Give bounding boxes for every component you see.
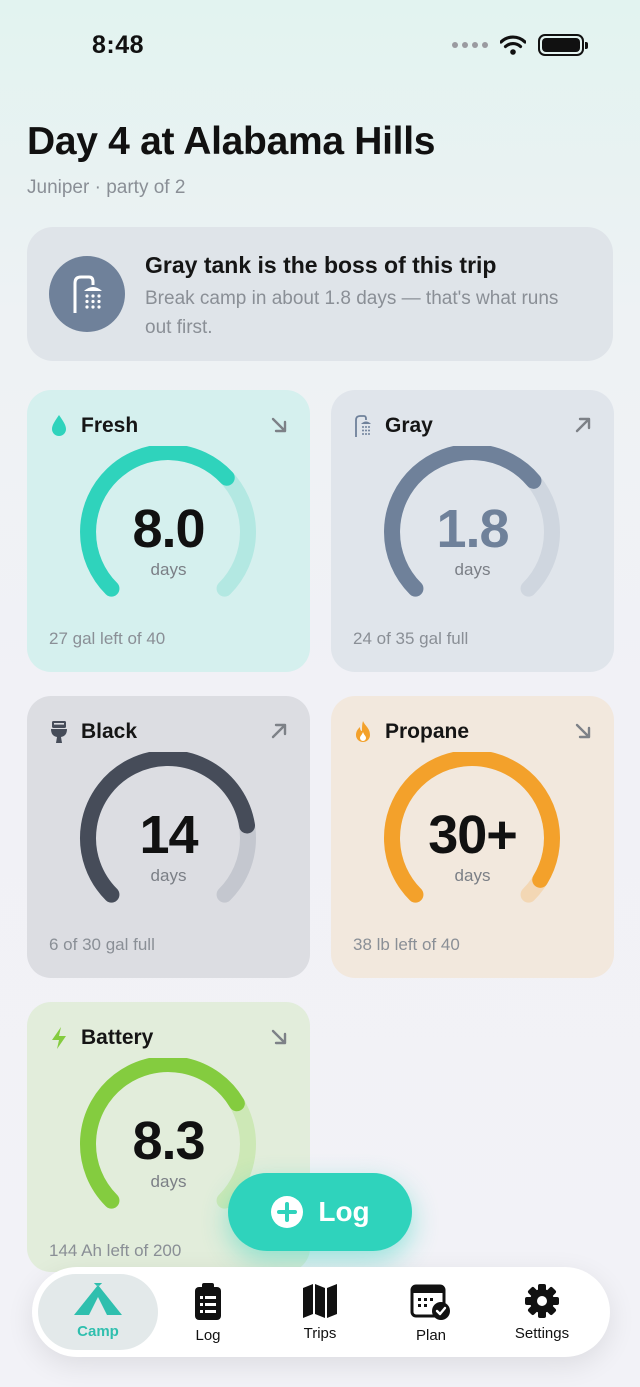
trend-up-icon	[575, 417, 591, 433]
tab-trips[interactable]: Trips	[270, 1274, 370, 1350]
map-icon	[303, 1284, 337, 1318]
clipboard-icon	[195, 1283, 221, 1320]
gray-card[interactable]: Gray 1.8 days 24 of 35 gal full	[331, 390, 614, 672]
fresh-gauge	[80, 446, 256, 597]
black-footer: 6 of 30 gal full	[49, 935, 155, 954]
page-title: Day 4 at Alabama Hills	[27, 120, 436, 163]
gray-label: Gray	[385, 414, 433, 437]
black-unit: days	[150, 866, 187, 885]
trend-down-icon	[271, 1029, 287, 1045]
propane-card[interactable]: Propane 30+ days 38 lb left of 40	[331, 696, 614, 978]
propane-unit: days	[454, 866, 491, 885]
tab-camp[interactable]: Camp	[38, 1274, 158, 1350]
fresh-unit: days	[150, 560, 187, 579]
shower-icon	[49, 256, 125, 332]
tab-trips-label: Trips	[303, 1325, 337, 1342]
black-gauge	[80, 752, 256, 903]
gray-unit: days	[454, 560, 491, 579]
flame-icon	[356, 721, 370, 742]
status-icons	[452, 34, 588, 56]
tab-bar: Camp Log Trips Plan	[32, 1267, 610, 1357]
propane-footer: 38 lb left of 40	[353, 935, 460, 954]
gray-gauge	[384, 446, 560, 597]
battery-gauge	[80, 1058, 256, 1209]
propane-value: 30+	[428, 805, 518, 865]
wifi-icon	[500, 35, 526, 55]
gray-value: 1.8	[436, 499, 509, 559]
tab-camp-label: Camp	[77, 1323, 119, 1340]
tab-settings-label: Settings	[514, 1325, 570, 1342]
tab-log[interactable]: Log	[158, 1274, 258, 1350]
propane-label: Propane	[385, 720, 470, 743]
banner-text: Break camp in about 1.8 days — that's wh…	[145, 288, 559, 338]
black-label: Black	[81, 720, 138, 743]
shower-icon	[355, 415, 371, 437]
bolt-icon	[52, 1027, 66, 1049]
black-card[interactable]: Black 14 days 6 of 30 gal full	[27, 696, 310, 978]
fresh-label: Fresh	[81, 414, 139, 437]
tab-log-label: Log	[195, 1327, 221, 1344]
calendar-check-icon	[410, 1284, 450, 1320]
trend-down-icon	[575, 723, 591, 739]
battery-label: Battery	[81, 1026, 154, 1049]
status-bar: 8:48	[0, 0, 640, 94]
tab-settings[interactable]: Settings	[492, 1274, 592, 1350]
banner-title: Gray tank is the boss of this trip	[145, 252, 497, 278]
black-value: 14	[139, 805, 198, 865]
battery-unit: days	[150, 1172, 187, 1191]
tab-plan[interactable]: Plan	[381, 1274, 481, 1350]
gear-icon	[525, 1284, 559, 1318]
cellular-signal-icon	[452, 42, 488, 48]
status-time: 8:48	[92, 31, 145, 59]
page-subtitle: Juniper · party of 2	[27, 177, 186, 198]
tent-icon	[74, 1283, 122, 1315]
plus-circle-icon	[271, 1196, 304, 1228]
battery-status-icon	[538, 34, 588, 56]
trend-down-icon	[271, 417, 287, 433]
battery-footer: 144 Ah left of 200	[49, 1241, 182, 1260]
log-button[interactable]: Log	[228, 1173, 412, 1251]
water-drop-icon	[52, 415, 66, 436]
fresh-card[interactable]: Fresh 8.0 days 27 gal left of 40	[27, 390, 310, 672]
propane-gauge	[384, 752, 560, 903]
battery-value: 8.3	[132, 1111, 205, 1171]
fresh-value: 8.0	[132, 499, 205, 559]
log-button-label: Log	[318, 1196, 370, 1227]
toilet-icon	[51, 721, 67, 743]
fresh-footer: 27 gal left of 40	[49, 629, 166, 648]
gray-footer: 24 of 35 gal full	[353, 629, 469, 648]
trend-up-icon	[271, 723, 287, 739]
tab-plan-label: Plan	[415, 1327, 447, 1344]
limiting-tank-banner[interactable]: Gray tank is the boss of this trip Break…	[27, 227, 613, 361]
